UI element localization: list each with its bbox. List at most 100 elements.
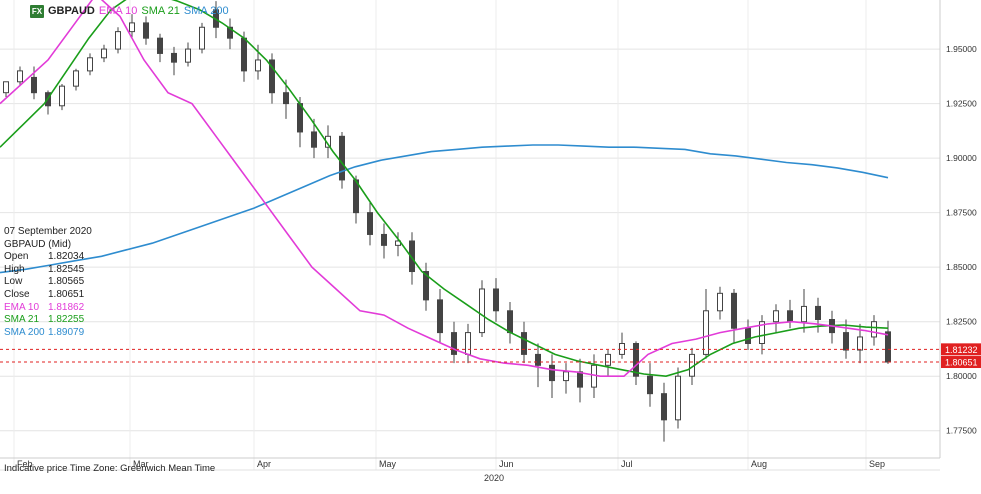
chart-header: FX GBPAUD EMA 10 SMA 21 SMA 200 [0, 3, 233, 19]
candle-body [787, 310, 793, 323]
candle-body [367, 212, 373, 235]
candle-body [101, 48, 107, 59]
candle-body [171, 52, 177, 63]
ema10-line [0, 0, 889, 378]
candle-body [199, 26, 205, 50]
x-tick-label: Jul [621, 459, 633, 469]
info-value: 1.80565 [48, 276, 85, 288]
footnote: Indicative price Time Zone: Greenwich Me… [4, 463, 216, 474]
info-row: Open 1.82034 [4, 251, 108, 264]
candle-body [241, 37, 247, 72]
info-instrument: GBPAUD (Mid) [4, 238, 72, 250]
price-marker-label: 1.81232 [945, 345, 978, 355]
x-tick-label: Mar [133, 459, 149, 469]
info-row: Low 1.80565 [4, 276, 108, 289]
info-label: SMA 21 [4, 314, 40, 326]
candle-body [115, 31, 121, 50]
candle-body [577, 371, 583, 388]
symbol-label: GBPAUD [48, 5, 95, 17]
candle-body [885, 331, 891, 363]
y-tick-label: 1.77500 [946, 426, 977, 436]
sma21-line [0, 0, 889, 378]
candle-body [535, 353, 541, 366]
legend-sma200[interactable]: SMA 200 [183, 5, 229, 17]
sma200-line [0, 144, 889, 274]
x-year-label: 2020 [484, 473, 504, 483]
y-axis: 1.95000 1.92500 1.90000 1.87500 1.85000 1.825… [939, 0, 977, 458]
candle-body [227, 26, 233, 39]
candle-body [311, 131, 317, 148]
candle-body [381, 233, 387, 246]
candle-body [731, 292, 737, 329]
candle-body [339, 135, 345, 181]
price-marker-label: 1.80651 [945, 358, 978, 368]
candle-body [465, 332, 471, 355]
candle-body [773, 310, 779, 323]
candle-body [423, 271, 429, 301]
candle-body [661, 393, 667, 421]
x-tick-label: Apr [257, 459, 271, 469]
y-tick-label: 1.85000 [946, 262, 977, 272]
info-label: EMA 10 [4, 301, 40, 313]
info-date: 07 September 2020 [4, 226, 92, 237]
y-tick-label: 1.82500 [946, 317, 977, 327]
info-value: 1.89079 [48, 326, 85, 338]
candle-body [507, 310, 513, 334]
candle-body [143, 22, 149, 39]
info-row: High 1.82545 [4, 264, 108, 277]
candle-body [801, 305, 807, 323]
candle-body [31, 76, 37, 94]
candlesticks [3, 1, 891, 442]
info-row: SMA 200 1.89079 [4, 327, 108, 340]
info-label: High [4, 263, 25, 275]
price-markers: 1.81232 1.80651 [0, 343, 981, 369]
candle-body [647, 375, 653, 395]
candle-body [157, 37, 163, 54]
candle-body [549, 364, 555, 382]
candle-body [297, 103, 303, 133]
candle-body [129, 22, 135, 33]
candle-body [3, 81, 9, 94]
candle-body [717, 292, 723, 312]
candle-body [745, 327, 751, 345]
candle-body [675, 375, 681, 421]
candle-body [633, 343, 639, 377]
candle-body [185, 48, 191, 63]
price-marker-box [941, 356, 981, 369]
candle-body [857, 336, 863, 351]
y-tick-label: 1.90000 [946, 153, 977, 163]
candle-body [479, 288, 485, 334]
info-value: 1.82034 [48, 251, 85, 263]
y-tick-label: 1.80000 [946, 371, 977, 381]
y-tick-label: 1.87500 [946, 208, 977, 218]
info-label: SMA 200 [4, 326, 45, 338]
y-tick-label: 1.92500 [946, 99, 977, 109]
candle-body [871, 321, 877, 338]
indicator-lines [0, 0, 889, 378]
info-label: Low [4, 276, 23, 288]
candle-body [521, 332, 527, 355]
x-tick-label: Aug [751, 459, 767, 469]
candle-body [493, 288, 499, 312]
info-value: 1.82255 [48, 314, 85, 326]
legend-sma21[interactable]: SMA 21 [141, 5, 180, 17]
candle-body [563, 371, 569, 382]
candle-body [59, 85, 65, 107]
grid-lines [0, 0, 940, 470]
x-tick-label: Jun [499, 459, 514, 469]
candle-body [87, 57, 93, 72]
candle-body [605, 353, 611, 366]
info-value: 1.82545 [48, 263, 85, 275]
ohlc-info-panel: 07 September 2020 GBPAUD (Mid) Open 1.820… [4, 226, 108, 339]
candle-body [283, 92, 289, 105]
price-marker-box [941, 343, 981, 356]
candle-body [815, 305, 821, 321]
candle-body [409, 240, 415, 273]
legend-ema10[interactable]: EMA 10 [98, 5, 138, 17]
x-tick-label: Sep [869, 459, 885, 469]
x-tick-label: May [379, 459, 397, 469]
candle-body [703, 310, 709, 355]
candle-body [269, 59, 275, 94]
x-tick-label: Feb [17, 459, 33, 469]
